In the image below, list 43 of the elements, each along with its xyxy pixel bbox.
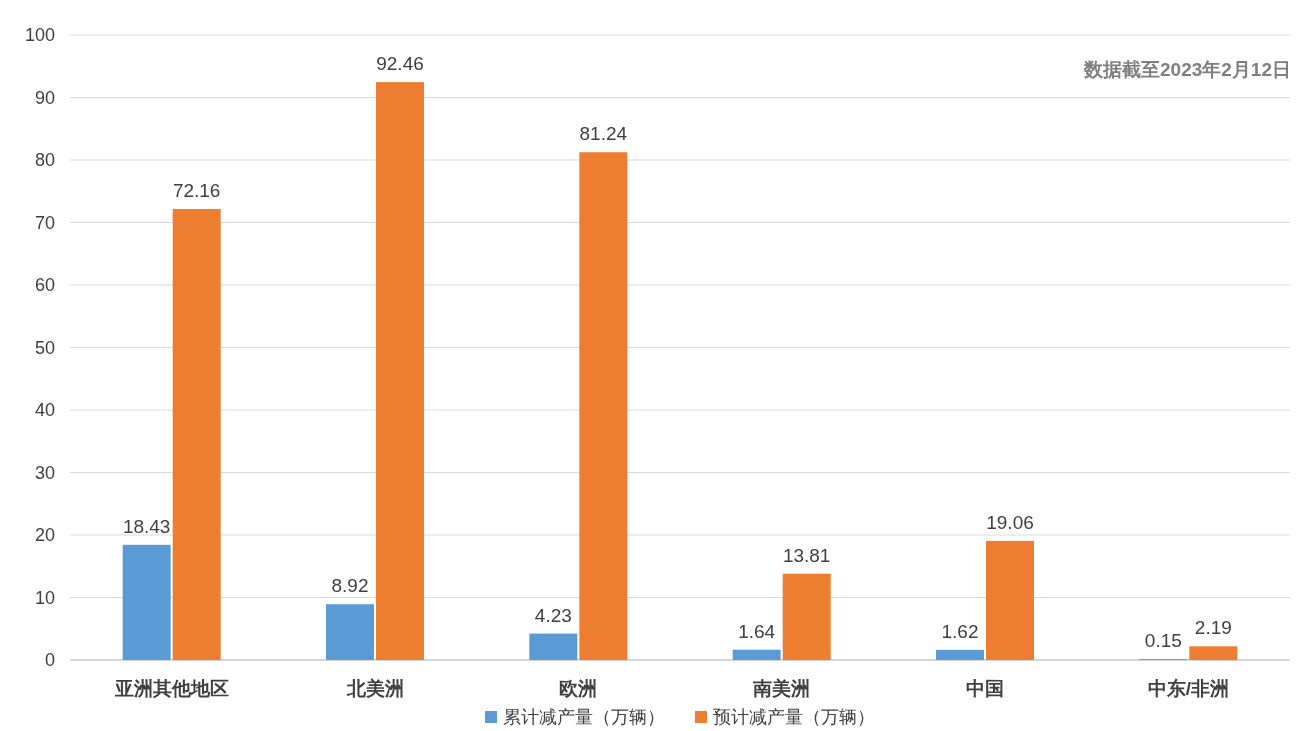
- bar: [1189, 646, 1238, 660]
- y-tick-label: 100: [24, 25, 55, 45]
- data-label: 8.92: [331, 575, 369, 597]
- y-tick-label: 20: [34, 525, 55, 545]
- data-label: 4.23: [534, 604, 572, 626]
- bar: [529, 633, 578, 660]
- data-label: 18.43: [122, 515, 171, 537]
- y-tick-label: 60: [34, 275, 55, 295]
- y-tick-label: 80: [34, 150, 55, 170]
- legend-label: 累计减产量（万辆）: [503, 707, 665, 727]
- bar: [326, 604, 374, 660]
- x-tick-label: 亚洲其他地区: [113, 678, 229, 699]
- annotation: 数据截至2023年2月12日: [1083, 59, 1291, 80]
- bar: [376, 82, 424, 660]
- data-label: 19.06: [986, 511, 1034, 533]
- y-tick-label: 50: [34, 337, 55, 358]
- y-tick-label: 10: [34, 587, 55, 608]
- x-tick-label: 中东/非洲: [1147, 678, 1229, 699]
- y-tick-label: 90: [34, 87, 55, 108]
- x-tick-label: 中国: [966, 678, 1004, 699]
- y-tick-label: 70: [34, 212, 55, 233]
- x-tick-label: 南美洲: [752, 678, 811, 699]
- bar: [579, 152, 628, 660]
- bar: [986, 540, 1034, 660]
- legend-label: 预计减产量（万辆）: [713, 707, 875, 727]
- bar: [782, 573, 831, 660]
- y-tick-label: 40: [34, 400, 55, 420]
- data-label: 1.64: [738, 620, 776, 642]
- data-label: 0.15: [1144, 630, 1182, 652]
- bar: [936, 649, 984, 660]
- x-tick-label: 北美洲: [345, 678, 404, 699]
- data-label: 13.81: [782, 544, 831, 566]
- x-tick-label: 欧洲: [559, 678, 598, 699]
- bar: [122, 544, 171, 660]
- data-label: 72.16: [172, 180, 221, 201]
- data-label: 2.19: [1194, 617, 1232, 639]
- bar: [172, 209, 221, 660]
- data-label: 81.24: [579, 123, 628, 145]
- bar: [732, 649, 781, 660]
- y-tick-label: 0: [44, 650, 55, 670]
- data-label: 1.62: [941, 620, 979, 642]
- data-label: 92.46: [376, 53, 424, 75]
- y-tick-label: 30: [34, 462, 55, 483]
